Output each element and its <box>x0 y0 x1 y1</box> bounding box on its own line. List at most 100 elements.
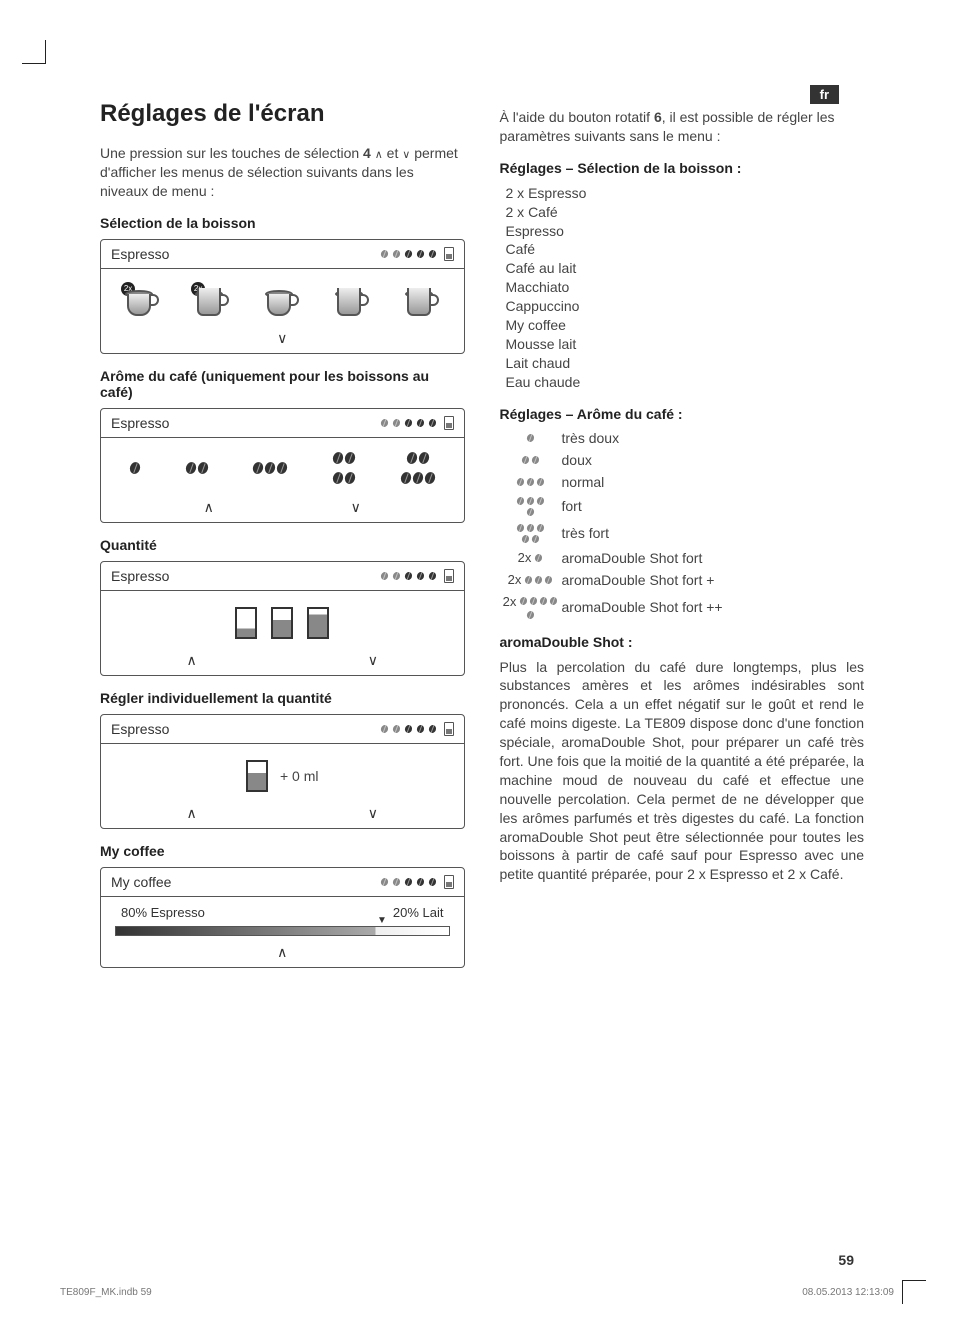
panel-title: Espresso <box>111 568 169 584</box>
bean-icon <box>391 877 400 887</box>
quantity-panel: Espresso ∧ ∨ <box>100 561 465 676</box>
left-column: Réglages de l'écran Une pression sur les… <box>100 100 465 982</box>
strength-indicator <box>380 875 454 889</box>
button-ref-6: 6 <box>654 109 662 125</box>
bean-icon <box>403 877 412 887</box>
aroma-row: très doux <box>500 430 865 446</box>
drink-list: 2 x Espresso 2 x Café Espresso Café Café… <box>506 184 865 392</box>
intro-paragraph: Une pression sur les touches de sélectio… <box>100 144 465 201</box>
panel-header: Espresso <box>101 562 464 590</box>
aroma-label: doux <box>562 452 592 468</box>
panel-footer: ∧ ∨ <box>101 803 464 828</box>
list-item: Espresso <box>506 222 865 241</box>
footer-right: 08.05.2013 12:13:09 <box>802 1287 894 1298</box>
tank-icon <box>444 569 454 583</box>
panel-header: Espresso <box>101 240 464 268</box>
button-ref-4: 4 <box>363 145 371 161</box>
aroma-row: 2xaromaDouble Shot fort <box>500 550 865 566</box>
right-column: À l'aide du bouton rotatif 6, il est pos… <box>500 100 865 982</box>
strength-indicator <box>380 722 454 736</box>
chevron-down-icon: ∨ <box>277 330 287 347</box>
list-item: Cappuccino <box>506 297 865 316</box>
chevron-down-icon: ∨ <box>368 652 378 669</box>
intro-paragraph-right: À l'aide du bouton rotatif 6, il est pos… <box>500 108 865 146</box>
list-item: Lait chaud <box>506 354 865 373</box>
text: et <box>383 145 402 161</box>
bean-icon <box>391 571 400 581</box>
chevron-down-icon: ∨ <box>368 805 378 822</box>
bean-icon <box>391 418 400 428</box>
bean-icon <box>391 724 400 734</box>
strength-5-icon <box>400 451 436 490</box>
cup-espresso-icon <box>263 284 301 318</box>
bean-icon <box>403 571 412 581</box>
bean-icon <box>427 249 436 259</box>
ratio-espresso-label: 80% Espresso <box>121 905 205 920</box>
chevron-up-icon: ∧ <box>375 148 383 163</box>
bean-icon <box>427 877 436 887</box>
volume-offset-label: + 0 ml <box>280 768 319 784</box>
panel-title: Espresso <box>111 415 169 431</box>
two-column-layout: Réglages de l'écran Une pression sur les… <box>100 100 864 982</box>
print-footer: TE809F_MK.indb 59 08.05.2013 12:13:09 <box>60 1287 894 1298</box>
cup-2x-cafe-icon: 2x <box>193 284 231 318</box>
bean-icon <box>427 571 436 581</box>
language-badge: fr <box>810 85 839 104</box>
bean-icon <box>391 249 400 259</box>
strength-indicator <box>380 247 454 261</box>
bean-icon <box>415 418 424 428</box>
double-3-icon: 2x <box>500 572 562 587</box>
bean-icon <box>415 724 424 734</box>
aroma-label: aromaDouble Shot fort <box>562 550 703 566</box>
chevron-up-icon: ∧ <box>187 805 197 822</box>
section-heading: Régler individuellement la quantité <box>100 690 465 706</box>
subheading: Réglages – Sélection de la boisson : <box>500 160 865 176</box>
panel-title: My coffee <box>111 874 171 890</box>
subheading: Réglages – Arôme du café : <box>500 406 865 422</box>
glass-small-icon <box>235 607 257 639</box>
strength-2-icon <box>185 461 209 480</box>
list-item: Mousse lait <box>506 335 865 354</box>
strength-4-icon <box>332 451 356 490</box>
panel-footer: ∨ <box>101 328 464 353</box>
panel-title: Espresso <box>111 246 169 262</box>
cup-tall-icon <box>403 284 441 318</box>
panel-body <box>101 437 464 497</box>
strength-3-icon <box>252 461 288 480</box>
bean-3-icon <box>500 477 562 487</box>
page-title: Réglages de l'écran <box>100 100 465 128</box>
bean-icon <box>415 877 424 887</box>
list-item: Macchiato <box>506 278 865 297</box>
list-item: 2 x Café <box>506 203 865 222</box>
tank-icon <box>444 875 454 889</box>
drink-selection-panel: Espresso 2x 2x ∨ <box>100 239 465 354</box>
tank-icon <box>444 416 454 430</box>
aroma-table: très doux doux normal fort très fort 2xa… <box>500 430 865 620</box>
bean-icon <box>415 249 424 259</box>
panel-body: 80% Espresso 20% Lait ∧ <box>101 896 464 967</box>
bean-icon <box>379 418 388 428</box>
bean-icon <box>403 418 412 428</box>
page-number: 59 <box>838 1252 854 1268</box>
strength-1-icon <box>129 461 141 480</box>
list-item: Café <box>506 240 865 259</box>
bean-icon <box>379 571 388 581</box>
section-heading: Arôme du café (uniquement pour les boiss… <box>100 368 465 400</box>
mycoffee-panel: My coffee 80% Espresso 20% Lait ∧ <box>100 867 465 968</box>
ratio-milk-label: 20% Lait <box>393 905 444 920</box>
list-item: Eau chaude <box>506 373 865 392</box>
section-heading: Sélection de la boisson <box>100 215 465 231</box>
list-item: My coffee <box>506 316 865 335</box>
aroma-double-shot-paragraph: Plus la percolation du café dure longtem… <box>500 658 865 885</box>
glass-icon <box>246 760 268 792</box>
crop-mark <box>22 40 46 64</box>
subheading: aromaDouble Shot : <box>500 634 865 650</box>
section-heading: Quantité <box>100 537 465 553</box>
bean-5-icon <box>514 523 548 544</box>
aroma-row: normal <box>500 474 865 490</box>
panel-header: Espresso <box>101 715 464 743</box>
tank-icon <box>444 722 454 736</box>
panel-header: Espresso <box>101 409 464 437</box>
glass-large-icon <box>307 607 329 639</box>
crop-mark <box>902 1280 926 1304</box>
